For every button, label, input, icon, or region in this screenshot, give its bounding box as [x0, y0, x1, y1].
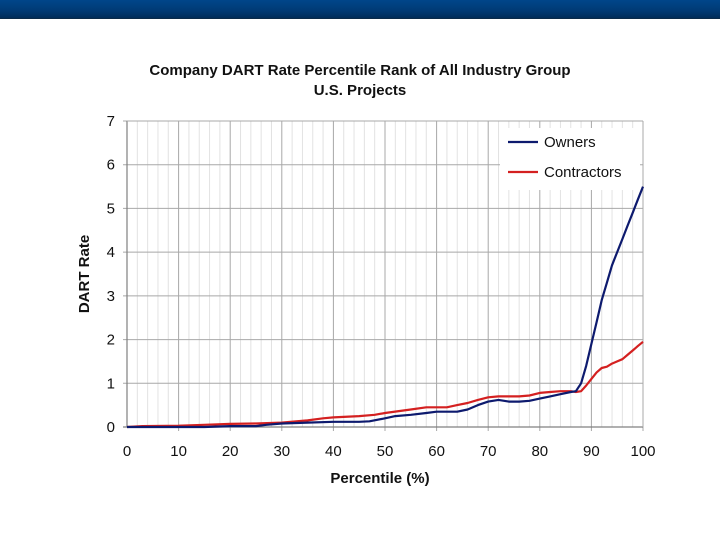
x-tick-label: 10	[170, 443, 187, 460]
minor-gridlines	[136, 121, 634, 427]
y-tick-label: 2	[107, 332, 115, 349]
x-tick-label: 50	[377, 443, 394, 460]
x-tick-label: 20	[222, 443, 239, 460]
x-tick-label: 90	[583, 443, 600, 460]
y-tick-label: 6	[107, 157, 115, 174]
y-tick-label: 5	[107, 200, 115, 217]
header-bar	[0, 0, 720, 19]
chart-title: Company DART Rate Percentile Rank of All…	[149, 62, 571, 79]
y-axis-title: DART Rate	[76, 235, 93, 313]
x-tick-label: 0	[123, 443, 131, 460]
y-tick-label: 4	[107, 244, 115, 261]
x-tick-label: 70	[480, 443, 497, 460]
x-tick-label: 60	[428, 443, 445, 460]
y-tick-label: 3	[107, 288, 115, 305]
x-tick-label: 100	[630, 443, 655, 460]
legend-label-owners: Owners	[544, 134, 596, 151]
legend-box	[500, 128, 640, 190]
x-tick-label: 40	[325, 443, 342, 460]
x-tick-label: 30	[273, 443, 290, 460]
chart-subtitle: U.S. Projects	[313, 82, 407, 99]
series-line-contractors	[126, 340, 644, 429]
x-axis-title: Percentile (%)	[330, 470, 429, 487]
x-tick-label: 80	[531, 443, 548, 460]
y-tick-label: 1	[107, 375, 115, 392]
legend: Owners Contractors	[500, 128, 640, 190]
series-line-owners	[127, 186, 645, 429]
y-tick-label: 7	[107, 113, 115, 130]
series-lines	[126, 186, 645, 429]
legend-label-contractors: Contractors	[544, 164, 622, 181]
x-tick-labels: 0 10 20 30 40 50 60 70 80 90 100	[123, 443, 656, 460]
y-tick-label: 0	[107, 419, 115, 436]
y-tick-labels: 0 1 2 3 4 5 6 7	[107, 113, 115, 436]
